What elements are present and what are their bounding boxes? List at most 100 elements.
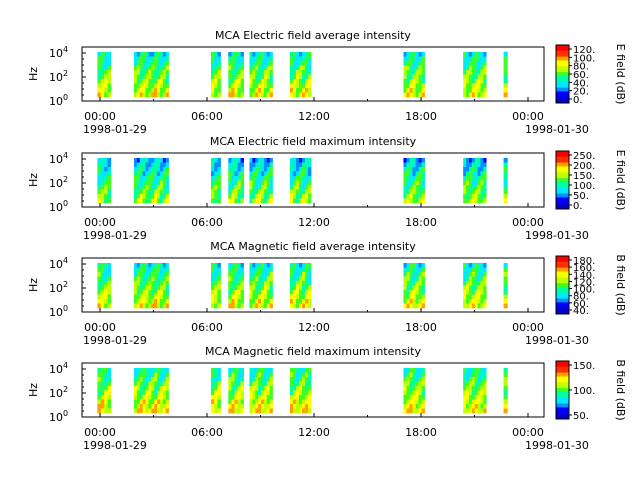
spectrogram-cell <box>228 399 232 405</box>
spectrogram-cell <box>263 303 268 309</box>
colorbar-segment <box>556 97 569 100</box>
spectrogram-cell <box>468 70 473 75</box>
spectrogram-cell <box>139 404 143 409</box>
spectrogram-cell <box>104 404 108 409</box>
spectrogram-cell <box>483 70 487 75</box>
spectrogram-cell <box>240 180 244 186</box>
spectrogram-cell <box>214 185 218 190</box>
spectrogram-cell <box>418 404 422 409</box>
spectrogram-cell <box>139 372 143 378</box>
colorbar-segment <box>556 154 569 158</box>
spectrogram-cell <box>421 70 425 75</box>
spectrogram-cell <box>249 368 253 373</box>
spectrogram-cell <box>217 303 221 309</box>
spectrogram-cell <box>237 88 241 93</box>
spectrogram-cell <box>145 56 149 62</box>
spectrogram-cell <box>231 70 235 75</box>
spectrogram-cell <box>463 377 467 382</box>
spectrogram-cell <box>477 92 481 98</box>
spectrogram-cell <box>477 303 481 309</box>
spectrogram-cell <box>148 281 152 286</box>
y-tick-label: 10 <box>49 47 63 60</box>
spectrogram-cell <box>252 194 256 199</box>
spectrogram-cell <box>477 176 481 181</box>
spectrogram-cell <box>228 198 232 204</box>
spectrogram-cell <box>240 74 244 80</box>
spectrogram-cell <box>463 70 467 75</box>
spectrogram-cell <box>415 194 419 199</box>
spectrogram-cell <box>214 167 218 172</box>
spectrogram-cell <box>104 52 108 57</box>
spectrogram-cell <box>409 299 413 304</box>
spectrogram-cell <box>252 408 256 414</box>
spectrogram-cell <box>139 61 143 66</box>
spectrogram-cell <box>289 377 294 382</box>
spectrogram-cell <box>217 368 221 373</box>
spectrogram-cell <box>255 276 259 282</box>
spectrogram-cell <box>269 52 273 57</box>
spectrogram-cell <box>421 272 425 277</box>
spectrogram-cell <box>477 267 481 273</box>
spectrogram-cell <box>154 372 158 378</box>
spectrogram-cell <box>165 372 169 378</box>
spectrogram-cell <box>480 390 484 396</box>
spectrogram-cell <box>252 285 256 291</box>
spectrogram-cell <box>159 167 164 172</box>
spectrogram-cell <box>409 194 413 199</box>
spectrogram-cell <box>503 290 508 295</box>
spectrogram-cell <box>503 395 508 400</box>
spectrogram-cell <box>480 65 484 71</box>
spectrogram-cell <box>471 386 475 391</box>
spectrogram-cell <box>258 185 262 190</box>
spectrogram-cell <box>463 176 467 181</box>
spectrogram-cell <box>477 171 481 177</box>
spectrogram-cell <box>477 79 481 84</box>
spectrogram-cell <box>255 290 259 295</box>
spectrogram-cell <box>471 408 475 414</box>
spectrogram-cell <box>154 74 158 80</box>
spectrogram-cell <box>210 386 215 391</box>
spectrogram-cell <box>480 176 484 181</box>
spectrogram-cell <box>477 399 481 405</box>
spectrogram-cell <box>477 198 481 204</box>
spectrogram-cell <box>263 276 268 282</box>
y-tick-label: 10 <box>49 177 63 190</box>
colorbar-label: B field (dB) <box>614 359 627 420</box>
colorbar-segment <box>556 203 569 206</box>
spectrogram-cell <box>217 267 221 273</box>
data-block <box>228 368 244 414</box>
spectrogram-cell <box>100 61 105 66</box>
spectrogram-cell <box>100 171 105 177</box>
spectrogram-cell <box>415 372 419 378</box>
spectrogram-cell <box>159 303 164 309</box>
spectrogram-cell <box>258 272 262 277</box>
spectrogram-cell <box>266 395 270 400</box>
spectrogram-cell <box>503 61 508 66</box>
spectrogram-cell <box>415 79 419 84</box>
spectrogram-cell <box>162 56 167 62</box>
spectrogram-cell <box>162 290 167 295</box>
spectrogram-cell <box>468 65 473 71</box>
spectrogram-cell <box>480 285 484 291</box>
x-date-label: 1998-01-29 <box>83 439 147 452</box>
spectrogram-cell <box>249 65 253 71</box>
spectrogram-cell <box>289 281 294 286</box>
spectrogram-cell <box>255 272 259 277</box>
spectrogram-cell <box>305 267 309 273</box>
spectrogram-cell <box>412 386 416 391</box>
spectrogram-cell <box>231 194 235 199</box>
spectrogram-cell <box>295 263 300 268</box>
spectrogram-cell <box>477 88 481 93</box>
spectrogram-cell <box>298 79 303 84</box>
spectrogram-cell <box>228 88 232 93</box>
spectrogram-cell <box>463 198 467 204</box>
x-tick-label: 06:00 <box>191 426 223 439</box>
spectrogram-cell <box>483 303 487 309</box>
spectrogram-cell <box>406 176 410 181</box>
spectrogram-cell <box>483 263 487 268</box>
colorbar-segment <box>556 87 569 90</box>
spectrogram-cell <box>406 61 410 66</box>
spectrogram-cell <box>100 381 105 387</box>
spectrogram-cell <box>477 189 481 195</box>
spectrogram-cell <box>483 167 487 172</box>
